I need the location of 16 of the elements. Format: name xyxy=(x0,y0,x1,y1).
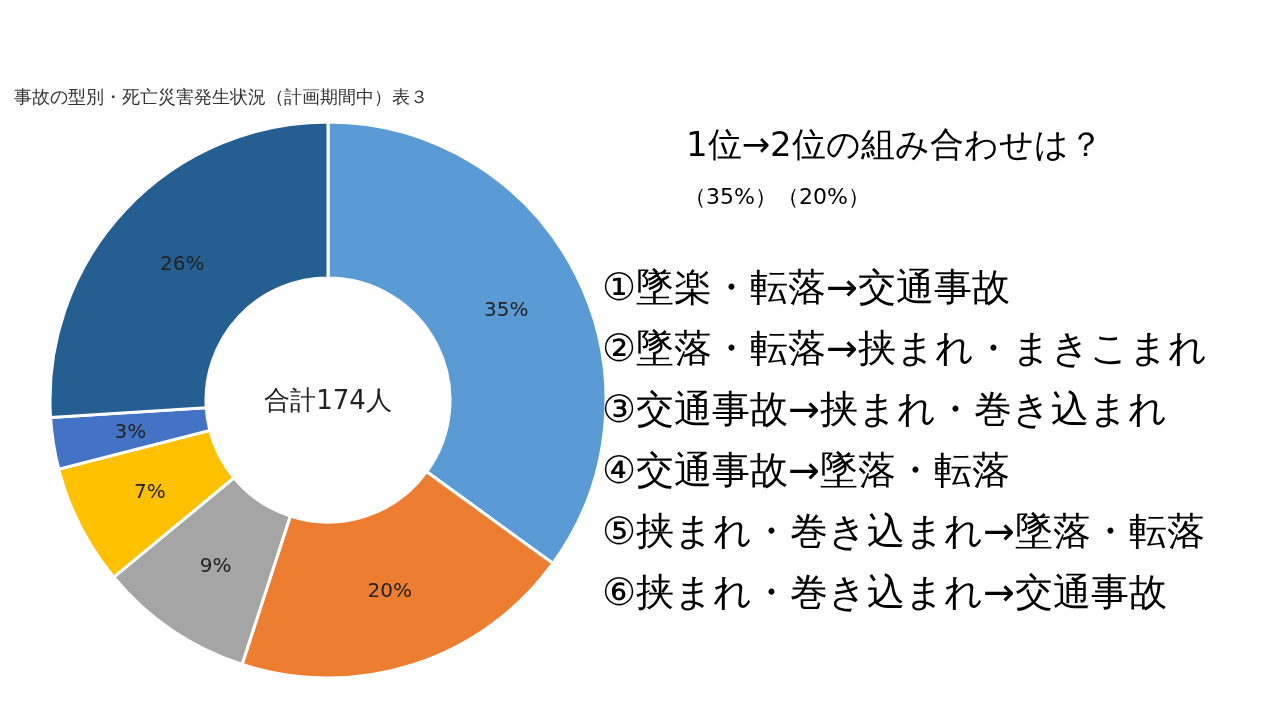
text: ③交通事故→挟まれ・巻き込まれ xyxy=(602,387,1167,431)
data-label: 7% xyxy=(133,478,166,503)
data-label: 9% xyxy=(199,553,232,578)
data-label: 26% xyxy=(159,251,205,276)
text: 合計174人 xyxy=(264,385,392,415)
text: 1位→2位の組み合わせは？ xyxy=(686,124,1103,164)
data-label: 20% xyxy=(367,578,413,603)
text: ⑥挟まれ・巻き込まれ→交通事故 xyxy=(602,570,1167,614)
data-label: 3% xyxy=(114,419,147,444)
text: ⑤挟まれ・巻き込まれ→墜落・転落 xyxy=(602,509,1205,553)
chart-title: 事故の型別・死亡災害発生状況（計画期間中）表３ xyxy=(14,86,428,107)
text: ①墜楽・転落→交通事故 xyxy=(602,265,1010,309)
data-label: 35% xyxy=(483,297,529,322)
text: ④交通事故→墜落・転落 xyxy=(602,448,1010,492)
text: （35%）（20%） xyxy=(684,184,870,209)
text: ②墜落・転落→挟まれ・まきこまれ xyxy=(602,326,1207,370)
